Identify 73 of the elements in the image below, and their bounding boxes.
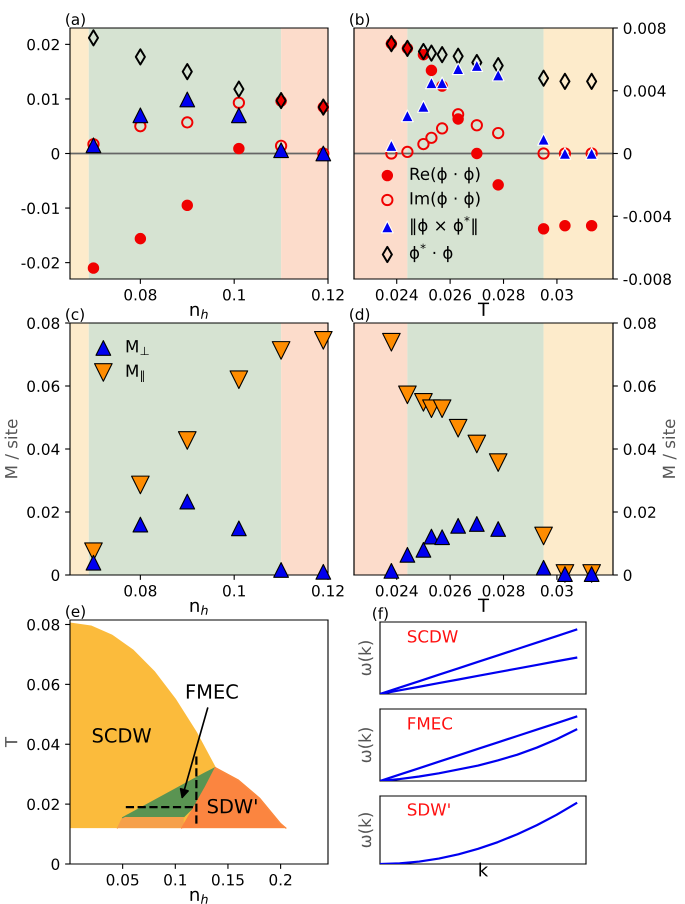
annotation: SCDW (408, 630, 458, 643)
y-tick-label: -0.02 (21, 257, 59, 269)
x-tick-label: 0.1 (164, 874, 186, 886)
x-axis-title: n$_{h}$ (190, 890, 208, 904)
y-tick-label: 0 (52, 858, 60, 870)
annotation: SCDW (92, 728, 152, 743)
x-axis-title: T (478, 598, 490, 612)
chart-title: (a) (66, 13, 85, 27)
y-tick-label: 0.04 (27, 738, 60, 750)
chart-title: (b) (350, 13, 370, 27)
x-axis-title: k (479, 862, 488, 876)
annotation: SDW' (208, 798, 257, 814)
x-tick-label: 0.03 (540, 584, 573, 597)
y-axis-title: ω(k) (358, 813, 374, 848)
x-tick-label: 0.024 (376, 288, 418, 301)
legend-label: Re(ϕ · ϕ) (410, 167, 480, 184)
x-tick-label: 0.15 (212, 874, 244, 886)
x-tick-label: 0.03 (540, 288, 573, 301)
y-axis-title: M / site (4, 420, 19, 478)
y2-tick-label: 0.06 (624, 380, 656, 392)
y-tick-label: 0.08 (27, 618, 60, 631)
x-axis-title: T (478, 302, 490, 316)
chart-title: (e) (66, 605, 85, 619)
legend-label: M$_{∥}$ (126, 364, 144, 382)
chart-title: (f) (373, 607, 388, 621)
x-tick-label: 0.05 (106, 874, 138, 886)
y-tick-label: -0.01 (21, 202, 59, 214)
x-tick-label: 0.2 (269, 874, 292, 886)
y2-tick-label: -0.004 (623, 210, 672, 222)
y-axis-title: T (5, 736, 18, 748)
x-tick-label: 0.1 (223, 584, 245, 597)
x-tick-label: 0.08 (124, 288, 156, 301)
y2-axis-title: M / site (662, 420, 677, 478)
x-tick-label: 0.028 (482, 584, 524, 597)
x-tick-label: 0.12 (312, 584, 344, 597)
x-tick-label: 0.12 (312, 288, 344, 301)
x-tick-label: 0.024 (376, 584, 418, 597)
x-tick-label: 0.026 (429, 288, 472, 301)
y2-tick-label: 0.02 (624, 506, 656, 518)
y-axis-title: ω(k) (358, 728, 374, 762)
y2-tick-label: 0.08 (624, 317, 656, 330)
y-axis-title: ω(k) (358, 641, 374, 676)
x-tick-label: 0.08 (124, 584, 156, 597)
legend-label: ϕ$^{*}$ · ϕ (410, 244, 452, 262)
annotation: SDW' (408, 803, 450, 816)
y-tick-label: 0.02 (27, 38, 59, 50)
y2-tick-label: 0 (624, 148, 632, 160)
x-tick-label: 0.026 (429, 584, 472, 597)
y-tick-label: 0.02 (27, 798, 59, 810)
y-tick-label: 0 (52, 569, 60, 582)
y2-tick-label: 0.004 (624, 85, 666, 97)
y-tick-label: 0.04 (27, 443, 60, 456)
legend-label: M$_{⊥}$ (126, 340, 149, 356)
y-tick-label: 0 (52, 148, 60, 160)
x-axis-title: n$_{h}$ (190, 306, 208, 319)
annotation: FMEC (408, 717, 452, 730)
x-tick-label: 0.1 (223, 288, 245, 301)
y2-tick-label: -0.008 (623, 273, 671, 286)
legend-label: ‖ϕ × ϕ$^{*}$‖ (411, 216, 477, 236)
y2-tick-label: 0 (624, 569, 632, 582)
y-tick-label: 0.02 (27, 506, 59, 518)
y2-tick-label: 0.04 (624, 443, 656, 456)
legend-label: Im(ϕ · ϕ) (410, 192, 480, 208)
y-tick-label: 0.06 (27, 380, 60, 392)
chart-title: (c) (66, 308, 84, 322)
y-tick-label: 0.01 (27, 93, 59, 105)
y-tick-label: 0.08 (27, 317, 60, 330)
chart-title: (d) (350, 308, 370, 322)
annotation: FMEC (186, 684, 238, 699)
y2-tick-label: 0.008 (624, 22, 666, 34)
y-tick-label: 0.06 (27, 678, 60, 690)
x-tick-label: 0.028 (482, 288, 524, 301)
x-axis-title: n$_{h}$ (190, 602, 208, 615)
